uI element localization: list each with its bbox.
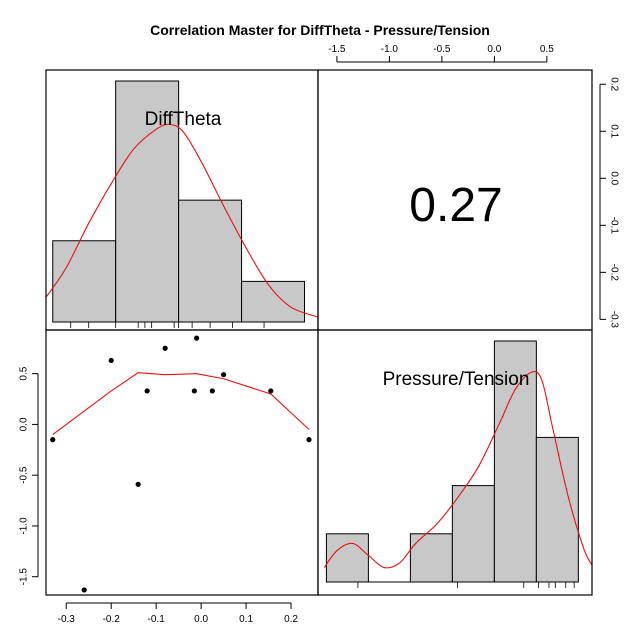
left-tick-label-4: 0.5 [19,366,30,380]
top-tick-label-4: 0.5 [540,44,554,55]
scatter-point-3 [135,481,141,487]
difftheta-hist-bar-2 [178,199,243,323]
top-tick-label-1: -1.0 [381,44,399,55]
left-tick-label-2: -0.5 [19,466,30,484]
frame-bottom-left [45,329,319,596]
bottom-tick-label-5: 0.2 [284,614,298,625]
bottom-tick-label-3: 0.0 [194,614,208,625]
pressure-hist-bar-4 [493,340,537,583]
panel-frames [45,69,593,596]
top-tick-label-0: -1.5 [328,44,346,55]
scatter-point-11 [306,437,312,443]
pressure-hist-bar-0 [325,533,369,583]
right-tick-label-0: -0.3 [608,311,619,329]
pressure-hist-bar-3 [451,485,495,583]
scatter-point-2 [108,357,114,364]
scatter-point-8 [209,388,215,394]
scatter-point-6 [191,388,197,394]
right-tick-label-1: -0.2 [608,264,619,282]
top-tick-label-2: -0.5 [433,44,451,55]
difftheta-histogram-panel [45,80,319,328]
pressure-hist-bar-2 [409,533,453,583]
variable-label-difftheta: DiffTheta [145,109,222,130]
right-tick-label-5: 0.2 [608,77,619,91]
bottom-tick-label-4: 0.1 [239,614,253,625]
scatter-point-0 [50,437,56,443]
left-tick-label-0: -1.5 [19,568,30,586]
scatter-point-9 [220,372,227,378]
top-tick-label-3: 0.0 [487,44,501,55]
difftheta-hist-bar-3 [241,280,306,323]
difftheta-density-curve [45,123,319,318]
difftheta-hist-bar-1 [115,80,180,323]
right-tick-label-4: 0.1 [608,124,619,138]
right-tick-label-3: 0.0 [608,171,619,185]
left-tick-label-1: -1.0 [19,517,30,535]
scatter-point-10 [268,388,274,394]
pressure-density-curve [323,370,593,569]
pressure-histogram-panel [323,340,593,588]
scatter-point-4 [144,388,150,394]
labels: DiffTheta Pressure/Tension 0.27 [145,109,530,390]
scatter-point-5 [162,345,168,351]
axes: -0.3 -0.2 -0.1 0.0 0.1 0.2 -1.5 -1.0 -0.5 0.0 0.5 -… [19,44,620,625]
scatter-point-7 [194,335,200,341]
frame-bottom-right [317,329,593,596]
correlation-value: 0.27 [409,179,502,232]
variable-label-pressure: Pressure/Tension [383,369,530,390]
bottom-tick-label-2: -0.1 [148,614,166,625]
bottom-tick-label-1: -0.2 [103,614,121,625]
chart-title: Correlation Master for DiffTheta - Press… [150,22,490,38]
scatter-smooth-line [52,372,310,436]
bottom-tick-label-0: -0.3 [58,614,76,625]
right-tick-label-2: -0.1 [608,217,619,235]
difftheta-hist-bar-0 [52,240,117,323]
scatter-panel [50,335,312,593]
left-tick-label-3: 0.0 [19,417,30,431]
scatter-point-1 [81,587,87,593]
